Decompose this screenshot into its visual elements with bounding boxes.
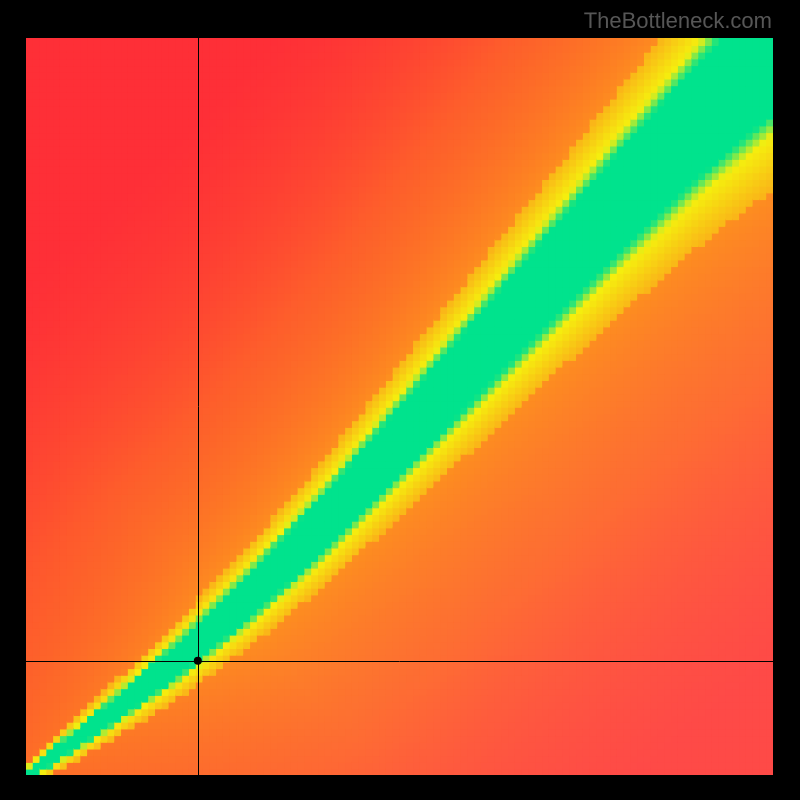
chart-container: TheBottleneck.com bbox=[0, 0, 800, 800]
bottleneck-heatmap bbox=[26, 38, 773, 775]
watermark-text: TheBottleneck.com bbox=[584, 8, 772, 34]
